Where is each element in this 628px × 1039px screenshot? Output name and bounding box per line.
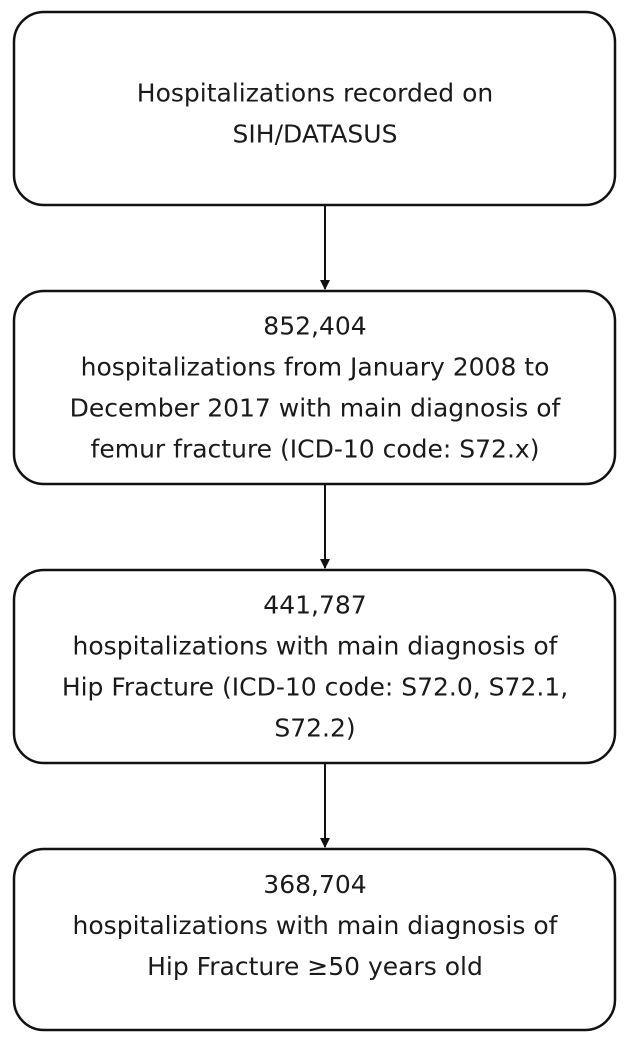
node-text: December 2017 with main diagnosis of (70, 394, 562, 423)
node-box (12, 847, 617, 1032)
node-box (12, 289, 617, 486)
node-text: 441,787 (263, 591, 366, 620)
node-text: 852,404 (263, 312, 366, 341)
node-text: femur fracture (ICD-10 code: S72.x) (91, 435, 540, 464)
node-text: hospitalizations with main diagnosis of (73, 911, 559, 940)
node-text: 368,704 (263, 870, 366, 899)
node-text: Hospitalizations recorded on (137, 79, 493, 108)
node-text: Hip Fracture ≥50 years old (147, 952, 483, 981)
node-text: hospitalizations with main diagnosis of (73, 632, 559, 661)
node-text: hospitalizations from January 2008 to (81, 353, 550, 382)
node-text: SIH/DATASUS (233, 120, 398, 149)
node-box (12, 10, 617, 207)
node-text: Hip Fracture (ICD-10 code: S72.0, S72.1, (62, 673, 568, 702)
node-text: S72.2) (274, 714, 355, 743)
node-box (12, 568, 617, 765)
